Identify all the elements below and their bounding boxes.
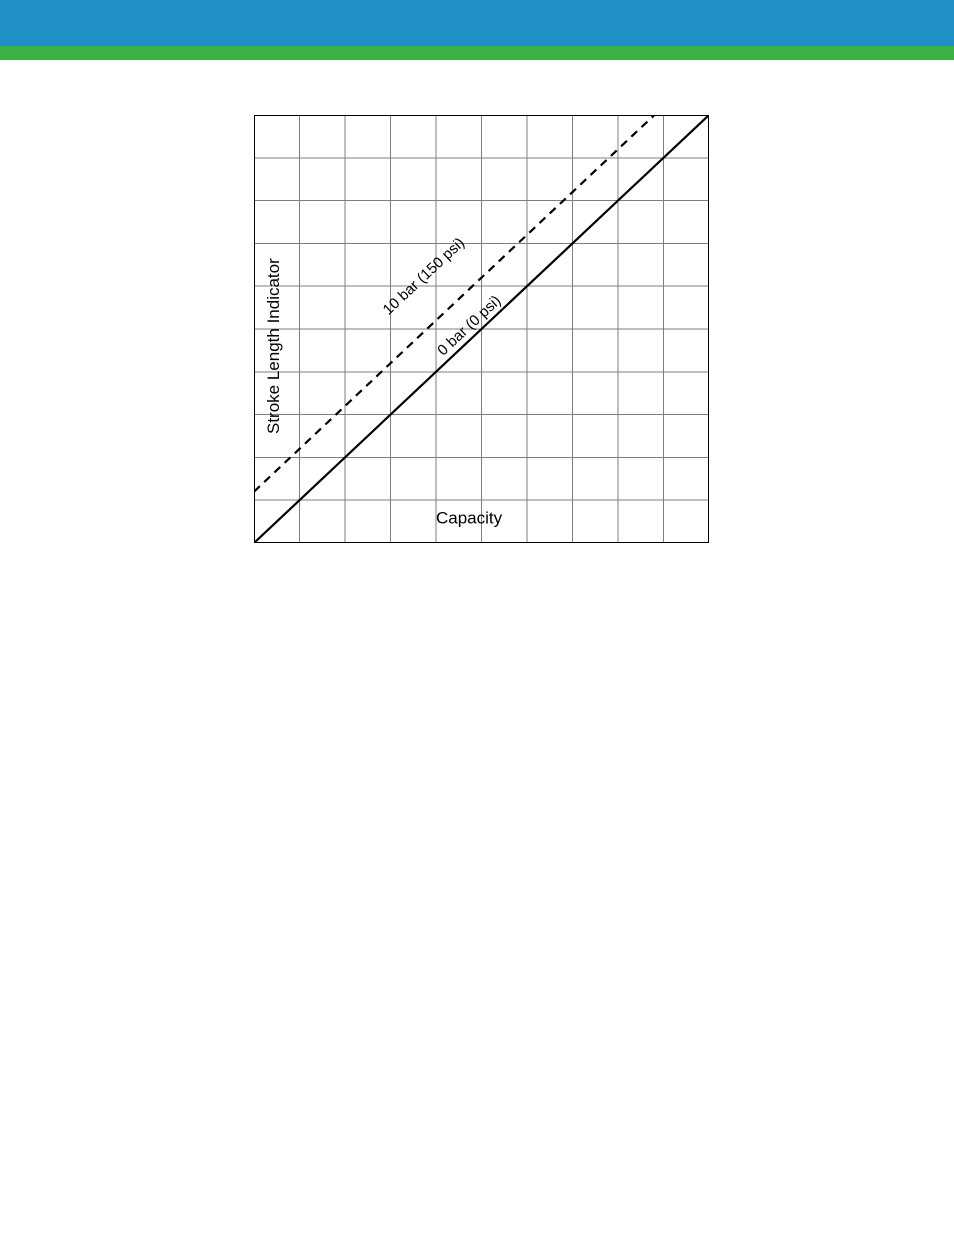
header-bar-green	[0, 46, 954, 60]
y-axis-label: Stroke Length Indicator	[264, 258, 283, 434]
series-labels: 0 bar (0 psi)10 bar (150 psi)	[380, 234, 505, 359]
header-bars	[0, 0, 954, 60]
capacity-vs-stroke-chart: Capacity Stroke Length Indicator 0 bar (…	[254, 115, 709, 543]
header-bar-blue	[0, 0, 954, 46]
series-line-ten-bar	[254, 115, 654, 492]
chart-svg: Capacity Stroke Length Indicator 0 bar (…	[254, 115, 709, 543]
series-label-ten-bar: 10 bar (150 psi)	[380, 234, 468, 318]
x-axis-label: Capacity	[436, 509, 503, 528]
series-label-zero-pressure: 0 bar (0 psi)	[434, 292, 504, 359]
